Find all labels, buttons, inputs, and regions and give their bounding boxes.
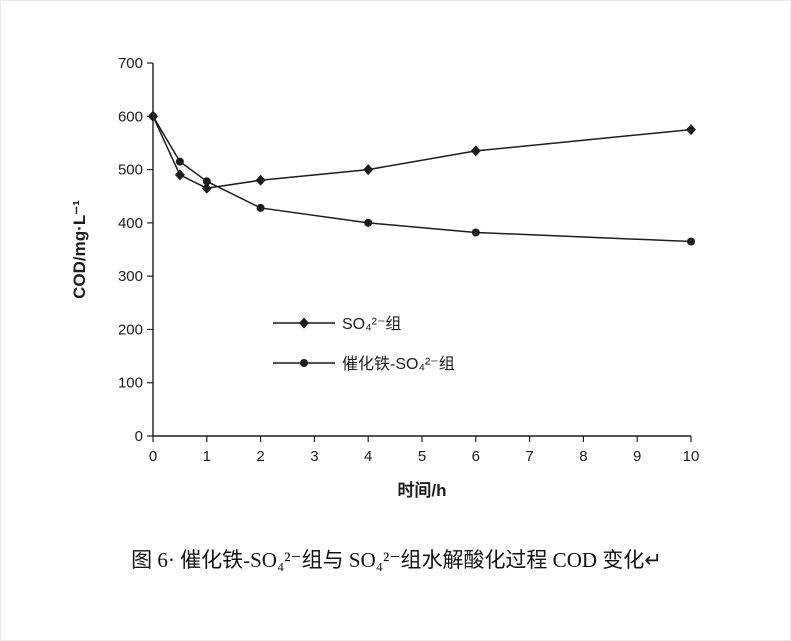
series-line-1 <box>152 115 692 243</box>
legend-marker-0 <box>299 317 309 329</box>
series-0-marker <box>470 145 481 157</box>
x-tick-label: 10 <box>683 448 700 465</box>
y-tick-label: 600 <box>118 108 143 125</box>
series-1-marker <box>364 218 373 227</box>
x-tick-label: 9 <box>633 448 641 465</box>
y-axis-title: COD/mg·L⁻¹ <box>70 200 89 299</box>
legend-marker-1 <box>300 359 308 367</box>
series-line-0 <box>152 115 692 189</box>
x-tick-label: 7 <box>525 448 533 465</box>
figure-caption: 图 6· 催化铁-SO₄²⁻组与 SO₄²⁻组水解酸化过程 COD 变化↵ <box>131 548 662 572</box>
y-tick-label: 0 <box>135 428 143 445</box>
series-1-marker <box>149 112 157 121</box>
cod-line-chart: 0 1 2 3 4 5 6 7 8 9 100100200300400500600700时间/hCO… <box>70 55 700 500</box>
y-tick-label: 500 <box>118 162 143 179</box>
y-tick-label: 700 <box>118 55 143 72</box>
x-tick-label: 3 <box>310 448 318 465</box>
x-tick-label: 5 <box>418 448 426 465</box>
x-tick-label: 6 <box>472 448 480 465</box>
legend-label-0: SO₄²⁻组 <box>342 315 401 333</box>
series-1-marker <box>202 177 211 186</box>
series-1-marker <box>471 228 480 237</box>
x-tick-label: 2 <box>256 448 264 465</box>
series-1-marker <box>256 203 265 212</box>
y-tick-label: 300 <box>118 268 143 285</box>
x-tick-label: 8 <box>579 448 587 465</box>
series-1-marker <box>687 237 695 246</box>
y-tick-label: 100 <box>118 375 143 392</box>
series-1-marker <box>175 157 184 166</box>
y-tick-label: 200 <box>118 321 143 338</box>
series-0-marker <box>201 182 212 194</box>
x-axis-title: 时间/h <box>397 480 446 500</box>
series-0-marker <box>255 174 266 186</box>
x-tick-label: 1 <box>203 448 211 465</box>
y-tick-label: 400 <box>118 215 143 232</box>
x-tick-label: 4 <box>364 448 372 465</box>
series-0-marker <box>686 124 696 136</box>
x-tick-label: 0 <box>149 448 157 465</box>
series-0-marker <box>174 169 185 181</box>
legend-label-1: 催化铁-SO₄²⁻组 <box>342 355 455 373</box>
series-0-marker <box>363 164 374 176</box>
